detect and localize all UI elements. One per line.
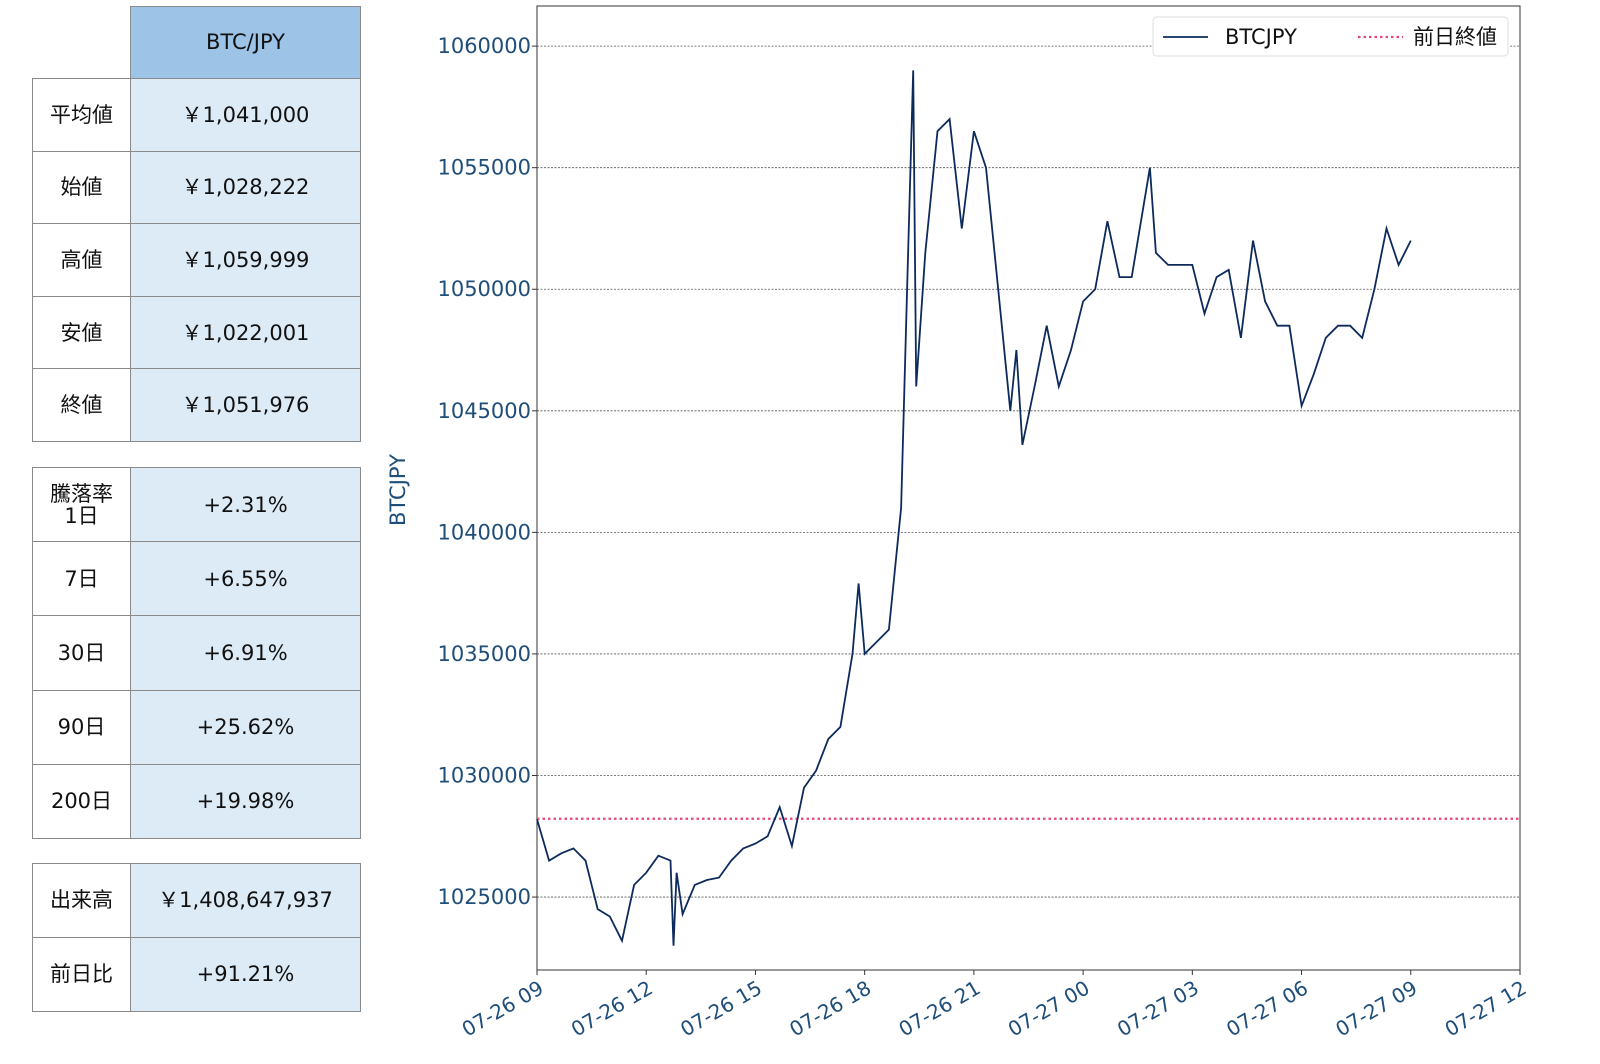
x-tick-label: 07-26 15 (676, 976, 766, 1042)
row-label: 安値 (32, 295, 131, 370)
y-tick-label: 1035000 (437, 642, 531, 666)
row-value: ￥1,051,976 (130, 368, 361, 442)
y-tick-label: 1060000 (437, 34, 531, 58)
row-value: +2.31% (130, 467, 361, 543)
plot-area (536, 5, 1521, 971)
row-value: ￥1,022,001 (130, 295, 361, 370)
row-value: ￥1,408,647,937 (130, 863, 361, 938)
row-value: +6.91% (130, 615, 361, 691)
y-tick-label: 1045000 (437, 399, 531, 423)
y-tick-label: 1040000 (437, 520, 531, 544)
row-label: 終値 (32, 368, 131, 442)
x-tick-label: 07-26 18 (785, 976, 875, 1042)
x-tick-label: 07-26 21 (895, 976, 985, 1042)
row-value: ￥1,041,000 (130, 78, 361, 152)
legend-label: BTCJPY (1225, 25, 1297, 49)
x-tick-label: 07-26 12 (567, 976, 657, 1042)
x-tick-label: 07-27 00 (1004, 976, 1094, 1042)
x-tick-label: 07-27 06 (1222, 976, 1312, 1042)
price-line (536, 70, 1412, 946)
row-value: +19.98% (130, 763, 361, 839)
x-tick-label: 07-27 03 (1113, 976, 1203, 1042)
row-value: ￥1,059,999 (130, 223, 361, 297)
row-label: 30日 (32, 615, 131, 691)
row-value: +91.21% (130, 937, 361, 1012)
legend-label: 前日終値 (1413, 25, 1497, 49)
y-axis-label: BTCJPY (386, 454, 410, 526)
row-label: 90日 (32, 689, 131, 765)
y-tick-label: 1025000 (437, 885, 531, 909)
y-tick-label: 1050000 (437, 277, 531, 301)
row-label: 騰落率 1日 (32, 467, 131, 543)
row-value: ￥1,028,222 (130, 150, 361, 225)
y-tick-label: 1030000 (437, 763, 531, 787)
row-value: +6.55% (130, 541, 361, 617)
row-label: 平均値 (32, 78, 131, 152)
legend-box (1152, 16, 1509, 57)
x-tick-label: 07-26 09 (458, 976, 548, 1042)
x-tick-label: 07-27 09 (1331, 976, 1421, 1042)
table-header: BTC/JPY (130, 6, 361, 79)
y-tick-label: 1055000 (437, 156, 531, 180)
row-label: 前日比 (32, 937, 131, 1012)
row-label: 高値 (32, 223, 131, 297)
x-tick-label: 07-27 12 (1441, 976, 1531, 1042)
row-value: +25.62% (130, 689, 361, 765)
